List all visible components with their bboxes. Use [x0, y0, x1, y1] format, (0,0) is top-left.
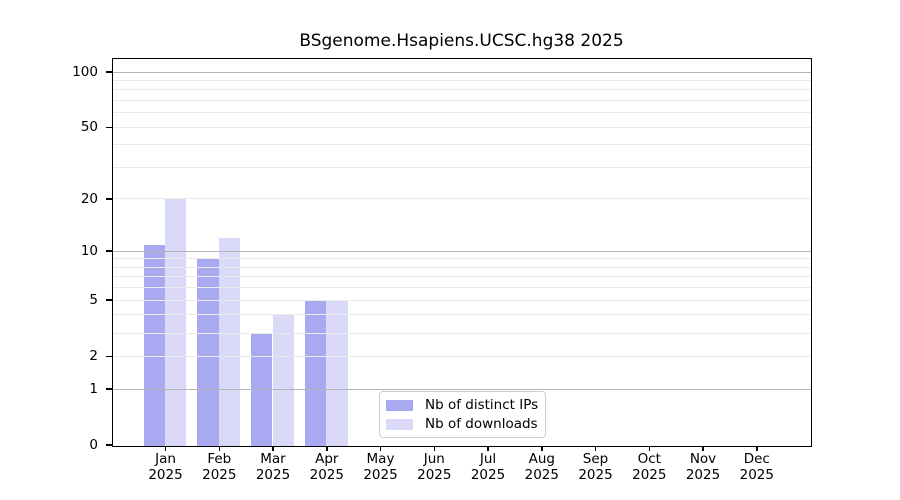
gridline-30 — [112, 167, 811, 168]
bar-distinct-ips — [251, 333, 273, 446]
y-tick-label-2: 2 — [89, 348, 98, 365]
x-tick-label-4: Apr 2025 — [309, 451, 344, 483]
x-tick-10 — [648, 446, 650, 451]
x-tick-5 — [379, 446, 382, 451]
y-tick-50 — [106, 126, 113, 128]
gridline-80 — [112, 89, 811, 91]
downloads-swatch-icon — [386, 418, 413, 430]
x-tick-3 — [272, 446, 274, 451]
gridline-50 — [112, 126, 811, 128]
bar-downloads — [326, 300, 348, 446]
y-tick-label-20: 20 — [80, 190, 98, 207]
x-tick-label-2: Feb 2025 — [202, 451, 237, 483]
gridline-10 — [112, 250, 811, 252]
y-tick-label-1: 1 — [89, 381, 98, 397]
x-tick-label-8: Aug 2025 — [524, 451, 559, 483]
gridline-8 — [112, 266, 811, 268]
legend-label: Nb of downloads — [425, 416, 538, 432]
y-tick-1 — [106, 388, 113, 390]
x-tick-9 — [594, 446, 597, 451]
x-tick-label-11: Nov 2025 — [685, 451, 721, 483]
y-tick-5 — [106, 299, 113, 301]
x-tick-label-12: Dec 2025 — [739, 451, 774, 483]
plot-area — [111, 57, 812, 447]
y-tick-label-0: 0 — [89, 437, 98, 453]
legend: Nb of distinct IPs Nb of downloads — [379, 391, 546, 438]
gridline-2 — [112, 355, 811, 357]
x-tick-label-9: Sep 2025 — [578, 451, 613, 483]
gridline-5 — [112, 299, 811, 301]
x-tick-4 — [326, 446, 328, 451]
legend-label: Nb of distinct IPs — [425, 397, 539, 413]
gridline-4 — [112, 314, 811, 316]
bar-downloads — [272, 315, 294, 446]
gridline-90 — [112, 79, 811, 81]
y-tick-label-50: 50 — [80, 119, 98, 136]
gridline-20 — [112, 198, 811, 200]
y-tick-2 — [106, 355, 113, 357]
bar-distinct-ips — [143, 244, 165, 446]
x-tick-label-10: Oct 2025 — [632, 451, 667, 483]
chart-title: BSgenome.Hsapiens.UCSC.hg38 2025 — [299, 31, 624, 51]
x-tick-6 — [433, 446, 435, 451]
y-tick-0 — [106, 444, 113, 446]
distinct-ips-swatch-icon — [386, 399, 413, 411]
x-tick-1 — [164, 446, 167, 451]
gridline-70 — [112, 100, 811, 101]
legend-item: Nb of downloads — [386, 416, 539, 432]
x-tick-8 — [541, 446, 543, 451]
x-tick-12 — [756, 446, 758, 451]
x-tick-label-7: Jul 2025 — [470, 451, 506, 483]
y-tick-10 — [106, 250, 113, 252]
x-tick-label-3: Mar 2025 — [255, 451, 291, 483]
y-tick-100 — [106, 71, 113, 73]
y-tick-20 — [106, 198, 113, 200]
x-tick-7 — [487, 446, 489, 451]
legend-item: Nb of distinct IPs — [386, 397, 539, 413]
gridline-9 — [112, 258, 811, 260]
gridline-40 — [112, 144, 811, 146]
x-tick-label-6: Jun 2025 — [417, 451, 452, 483]
bar-distinct-ips — [304, 300, 327, 446]
gridline-1 — [112, 388, 811, 390]
gridline-100 — [112, 71, 811, 73]
gridline-60 — [112, 112, 811, 114]
gridline-6 — [112, 287, 811, 289]
x-tick-11 — [702, 446, 704, 451]
y-tick-label-5: 5 — [89, 292, 98, 309]
x-tick-label-1: Jan 2025 — [148, 451, 183, 483]
y-tick-label-100: 100 — [72, 64, 98, 80]
gridline-3 — [112, 332, 811, 334]
x-tick-2 — [218, 446, 220, 451]
bar-distinct-ips — [197, 259, 219, 446]
y-tick-label-10: 10 — [80, 243, 98, 260]
gridline-7 — [112, 276, 811, 278]
bar-downloads — [218, 238, 241, 446]
x-tick-label-5: May 2025 — [363, 451, 398, 483]
bar-downloads — [165, 199, 187, 446]
